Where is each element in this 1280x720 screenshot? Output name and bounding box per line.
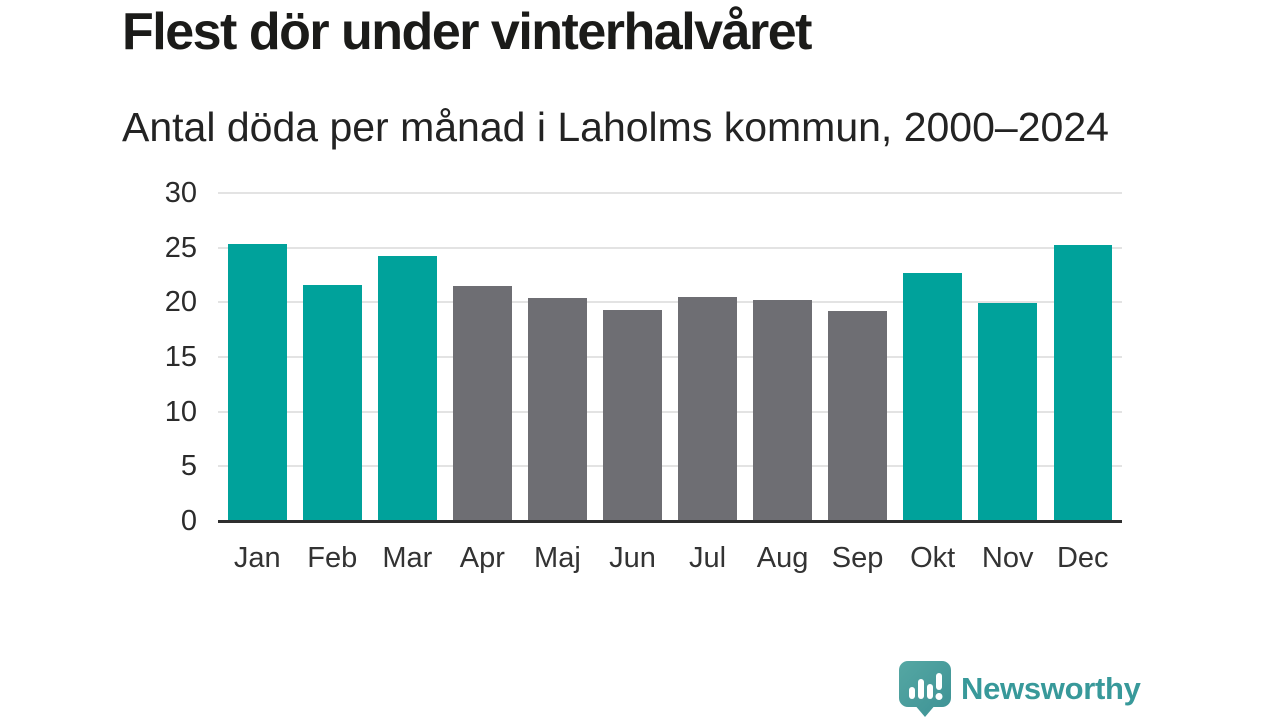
x-axis-line bbox=[218, 520, 1122, 523]
logo-bar-medium bbox=[927, 684, 933, 699]
bar-dec bbox=[1053, 245, 1112, 521]
y-tick-label-15: 15 bbox=[164, 341, 197, 373]
bar-jun bbox=[603, 309, 662, 521]
y-tick-label-25: 25 bbox=[164, 231, 197, 264]
chart-subtitle: Antal döda per månad i Laholms kommun, 2… bbox=[122, 104, 1109, 150]
x-tick-label-jan: Jan bbox=[233, 542, 281, 574]
gridline-15 bbox=[218, 356, 1122, 358]
y-tick-label-20: 20 bbox=[164, 286, 197, 319]
bar-jan bbox=[228, 244, 287, 521]
newsworthy-logo-text: Newsworthy bbox=[961, 671, 1141, 706]
x-tick-label-apr: Apr bbox=[459, 542, 505, 574]
gridline-25 bbox=[218, 246, 1122, 249]
gridline-30 bbox=[218, 192, 1122, 194]
bar-nov bbox=[978, 303, 1037, 521]
logo-exclamation-bar bbox=[936, 673, 942, 690]
logo-bar-short bbox=[909, 687, 915, 699]
bar-sep bbox=[828, 311, 887, 521]
bar-okt bbox=[903, 272, 962, 521]
x-tick-label-jun: Jun bbox=[609, 542, 656, 574]
x-tick-label-okt: Okt bbox=[910, 542, 956, 574]
x-tick-label-feb: Feb bbox=[307, 542, 358, 574]
x-tick-label-mar: Mar bbox=[382, 542, 433, 574]
bar-jul bbox=[678, 296, 737, 521]
x-tick-label-aug: Aug bbox=[756, 542, 809, 574]
bar-aug bbox=[753, 300, 812, 521]
gridline-10 bbox=[218, 410, 1122, 413]
x-tick-label-sep: Sep bbox=[831, 542, 884, 574]
bar-apr bbox=[453, 285, 512, 521]
y-tick-label-0: 0 bbox=[180, 505, 197, 537]
bar-maj bbox=[528, 297, 587, 521]
logo-exclamation-dot bbox=[935, 693, 943, 700]
x-tick-label-jul: Jul bbox=[688, 542, 727, 574]
logo-bar-tall bbox=[918, 679, 924, 699]
y-tick-label-30: 30 bbox=[164, 177, 197, 209]
bar-feb bbox=[303, 284, 362, 521]
chart-title: Flest dör under vinterhalvåret bbox=[122, 3, 812, 61]
y-tick-label-10: 10 bbox=[164, 395, 197, 428]
newsworthy-speech-bubble-chart-icon bbox=[899, 661, 951, 717]
gridline-20 bbox=[218, 301, 1122, 304]
y-tick-label-5: 5 bbox=[180, 450, 197, 483]
x-tick-label-maj: Maj bbox=[534, 542, 581, 574]
x-tick-label-nov: Nov bbox=[981, 542, 1034, 574]
newsworthy-logo: Newsworthy bbox=[898, 660, 1141, 718]
bar-mar bbox=[378, 256, 437, 521]
x-tick-label-dec: Dec bbox=[1056, 542, 1109, 574]
gridline-5 bbox=[218, 465, 1122, 468]
